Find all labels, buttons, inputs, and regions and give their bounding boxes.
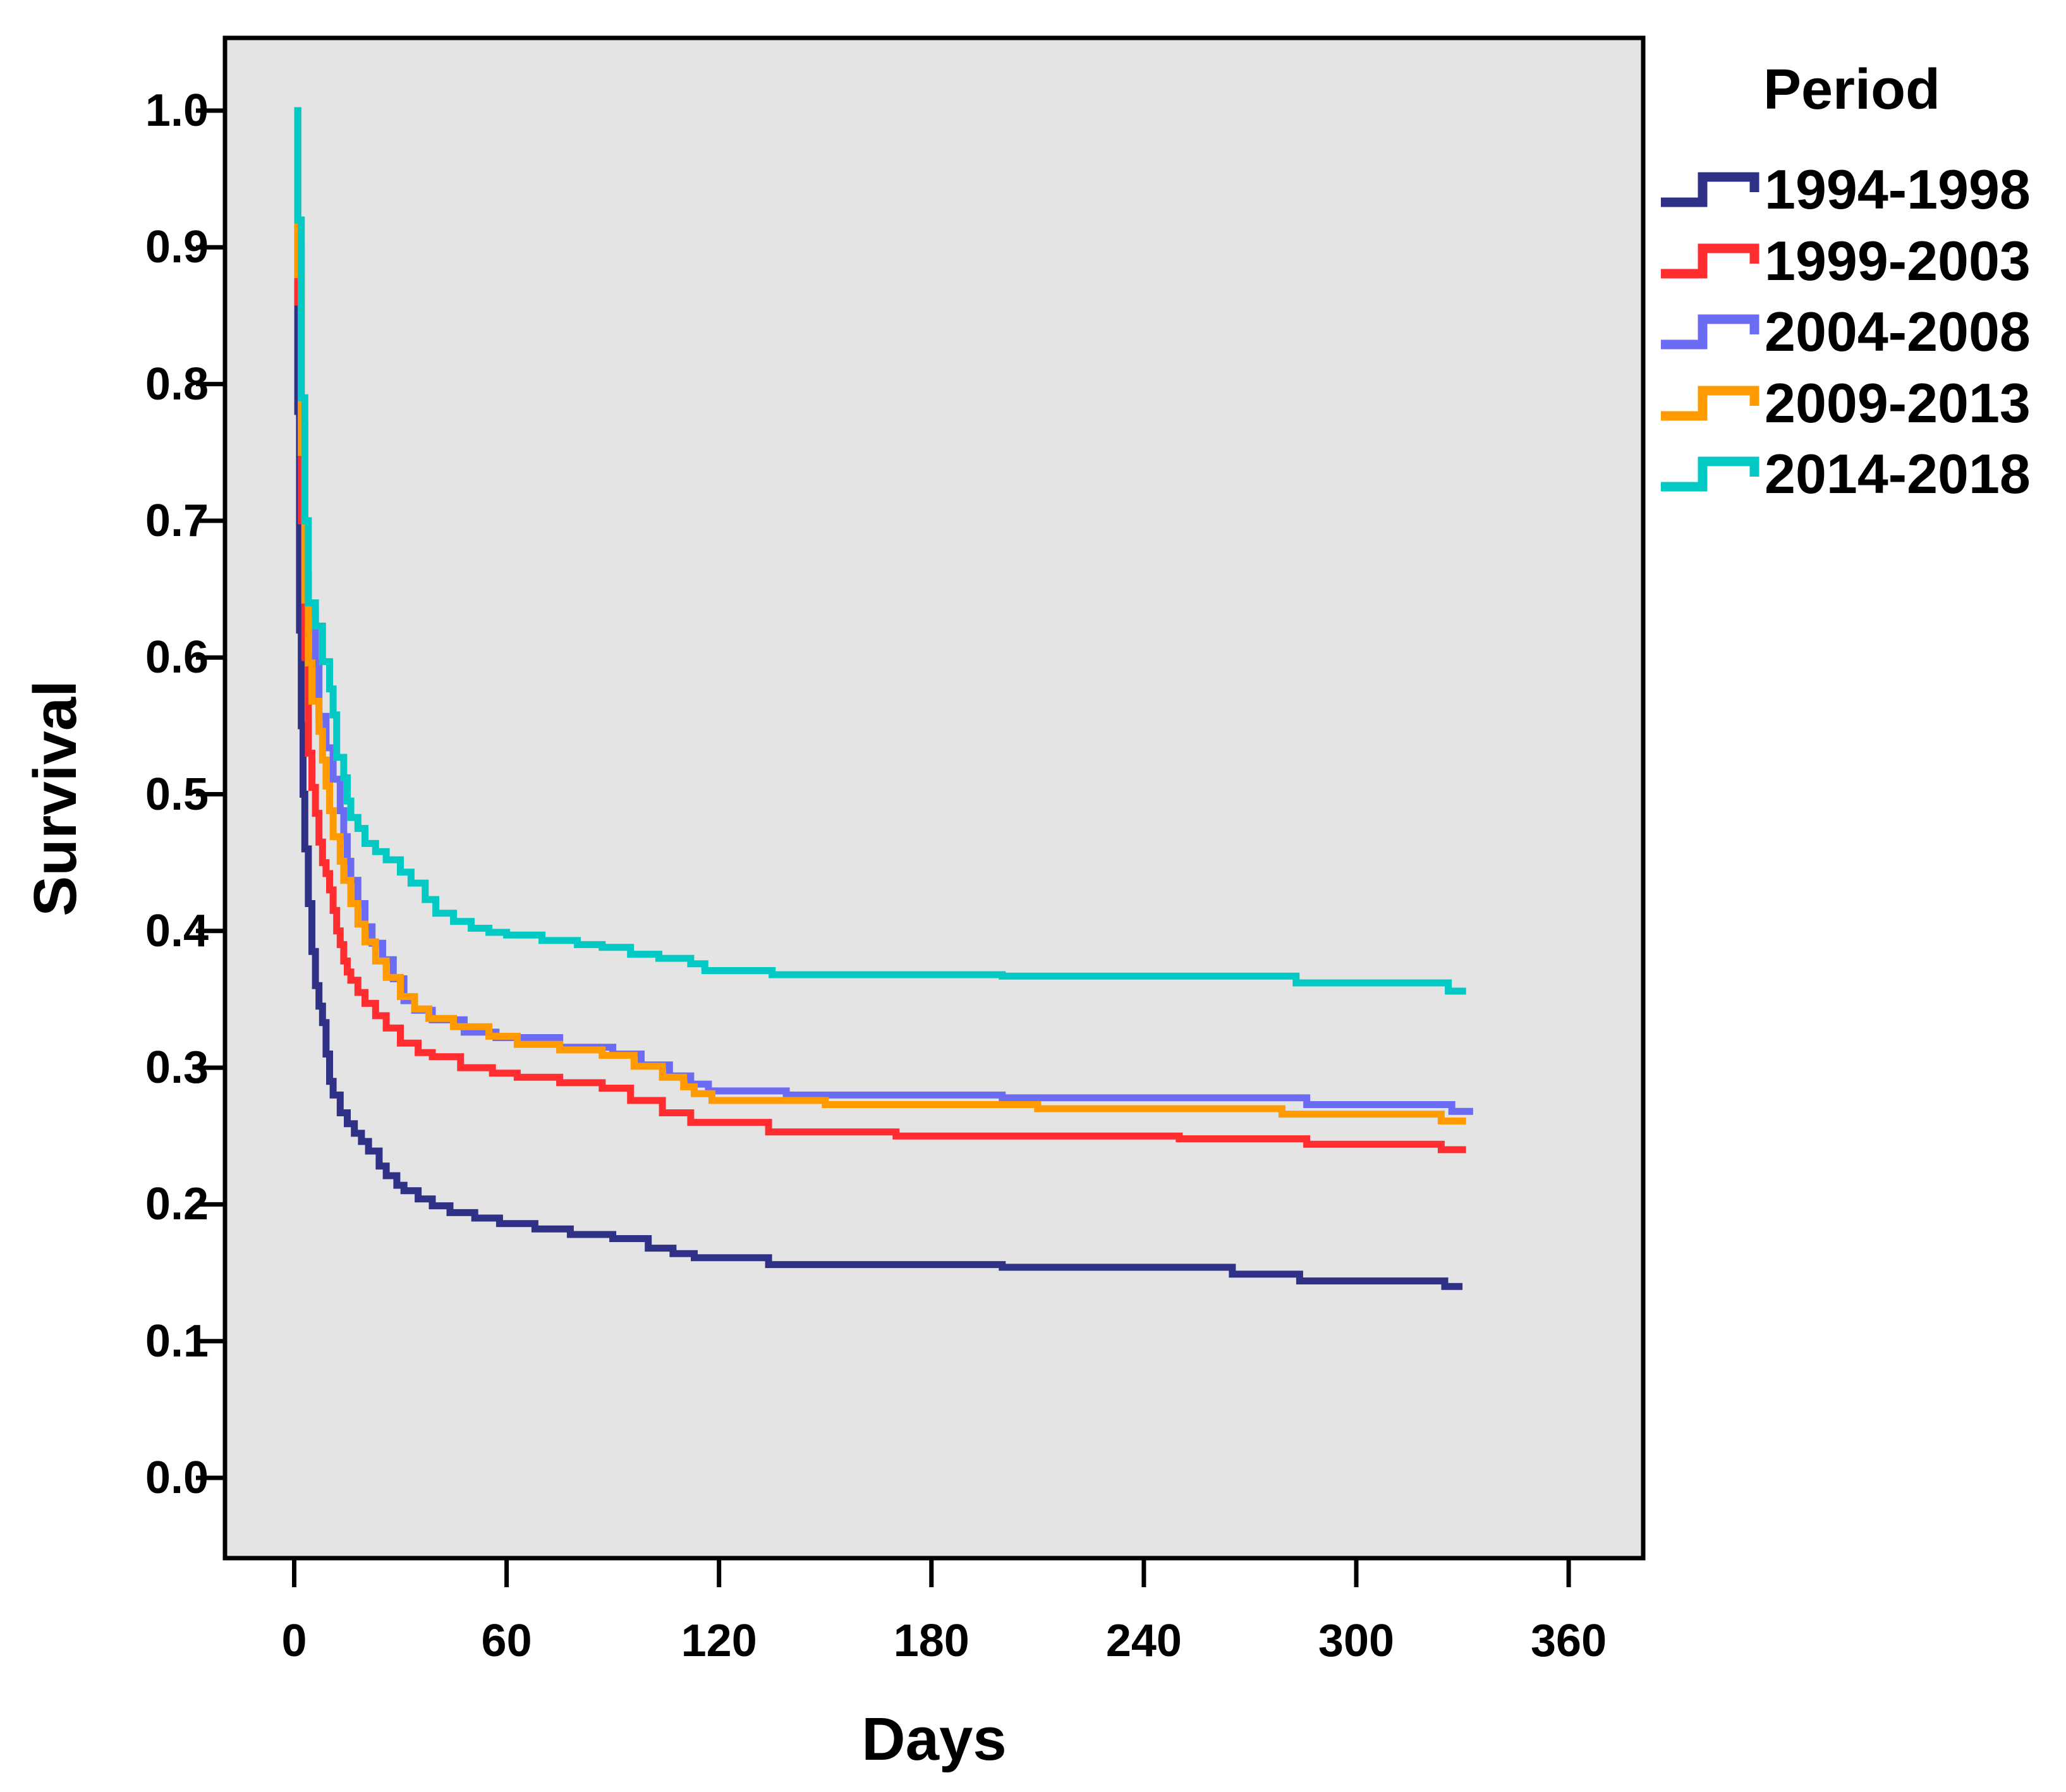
step-line-icon	[1661, 456, 1759, 492]
legend-entry-2004-2008: 2004-2008	[1660, 296, 2064, 367]
plot-area	[222, 35, 1646, 1561]
step-line-icon	[1661, 243, 1759, 278]
y-tick-label: 0.5	[145, 769, 209, 820]
legend-entry-1994-1998: 1994-1998	[1660, 154, 2064, 225]
survival-curve-2014-2018	[294, 107, 1466, 995]
step-line-icon	[1661, 386, 1759, 420]
y-tick-label: 0.9	[145, 222, 209, 273]
y-tick-label: 1.0	[145, 85, 209, 136]
legend-entry-2014-2018: 2014-2018	[1660, 439, 2064, 509]
survival-curve-2009-2013	[294, 107, 1466, 1125]
x-tick-label: 120	[681, 1616, 757, 1666]
legend-label: 1999-2003	[1765, 229, 2031, 292]
step-line-icon	[1661, 314, 1759, 350]
x-tick-label: 0	[281, 1616, 307, 1666]
step-line-icon	[1661, 172, 1759, 207]
y-tick-label: 0.6	[145, 632, 209, 683]
legend-label: 2009-2013	[1765, 371, 2031, 434]
survival-curve-1999-2003	[294, 107, 1466, 1154]
x-tick-label: 240	[1105, 1616, 1182, 1666]
y-tick-label: 0.7	[145, 495, 209, 546]
y-tick-label: 0.3	[145, 1042, 209, 1094]
y-tick-label: 0.2	[145, 1179, 209, 1230]
x-tick-label: 300	[1318, 1616, 1395, 1666]
y-tick-label: 0.8	[145, 358, 209, 410]
legend-entry-2009-2013: 2009-2013	[1660, 368, 2064, 439]
y-tick-label: 0.0	[145, 1453, 209, 1503]
legend-entry-1999-2003: 1999-2003	[1660, 226, 2064, 296]
x-axis-title: Days	[861, 1705, 1007, 1773]
survival-curve-1994-1998	[294, 107, 1463, 1290]
legend-label: 2004-2008	[1765, 300, 2031, 363]
legend-label: 1994-1998	[1765, 158, 2031, 221]
y-tick-label: 0.4	[145, 905, 209, 956]
y-tick-label: 0.1	[145, 1315, 209, 1367]
x-tick-label: 360	[1531, 1616, 1607, 1666]
legend-title: Period	[1763, 58, 1941, 121]
legend-label: 2014-2018	[1765, 442, 2031, 505]
x-tick-label: 60	[481, 1616, 532, 1666]
x-tick-label: 180	[893, 1616, 969, 1666]
